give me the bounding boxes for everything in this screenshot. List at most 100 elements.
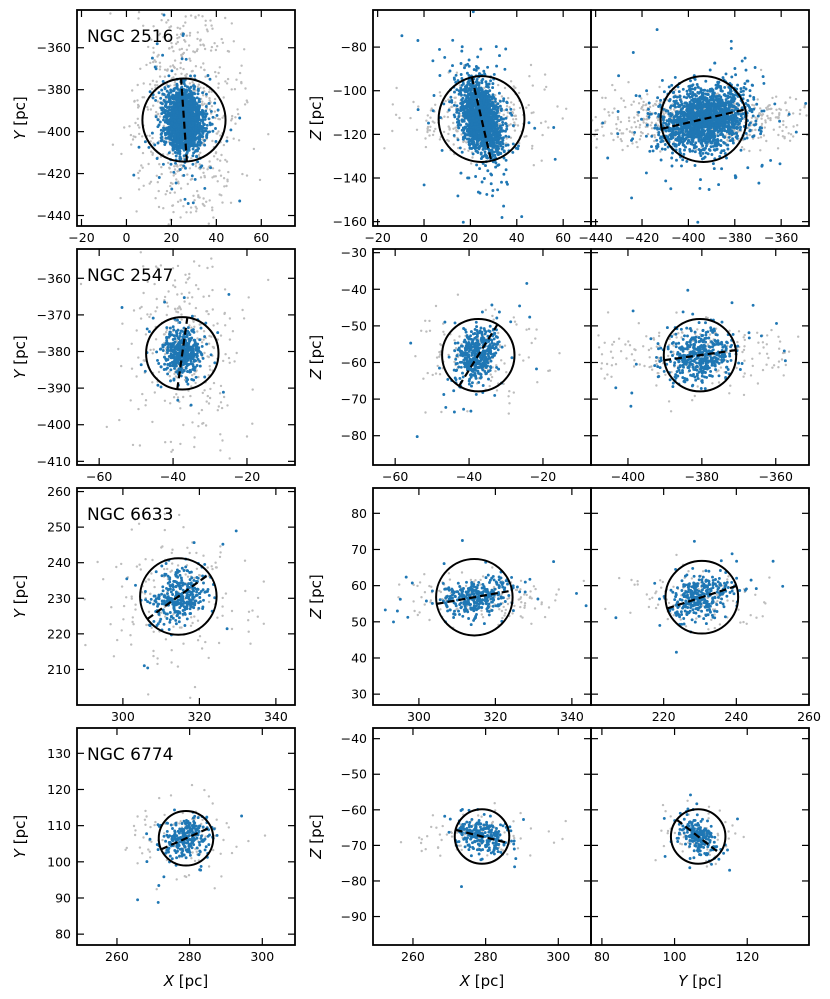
member-point <box>482 242 485 245</box>
nonmember-point <box>633 116 636 119</box>
nonmember-point <box>757 136 760 140</box>
member-point <box>490 112 494 116</box>
nonmember-point <box>149 108 153 111</box>
member-point <box>481 117 485 120</box>
member-point <box>459 86 463 90</box>
nonmember-point <box>194 162 198 165</box>
nonmember-point <box>607 111 610 114</box>
nonmember-point <box>133 100 136 103</box>
member-point <box>527 121 531 125</box>
member-point <box>517 144 520 148</box>
nonmember-point <box>653 136 657 139</box>
member-point <box>466 133 470 137</box>
nonmember-point <box>514 114 517 118</box>
nonmember-point <box>150 257 152 259</box>
nonmember-point <box>621 148 624 152</box>
nonmember-point <box>759 149 762 152</box>
nonmember-point <box>543 88 546 91</box>
y-axis-label: Y [pc] <box>11 96 29 139</box>
nonmember-point <box>218 66 221 69</box>
member-point <box>158 120 162 124</box>
member-point <box>476 66 480 70</box>
nonmember-point <box>613 88 617 92</box>
nonmember-point <box>194 205 197 208</box>
nonmember-point <box>175 33 179 36</box>
nonmember-point <box>156 84 159 87</box>
nonmember-point <box>188 266 190 268</box>
nonmember-point <box>203 102 206 106</box>
member-point <box>188 101 192 105</box>
member-point <box>166 136 170 140</box>
x-tick-label: 0 <box>420 230 428 245</box>
nonmember-point <box>197 194 200 197</box>
nonmember-point <box>610 132 613 135</box>
member-point <box>471 116 475 120</box>
member-point <box>501 120 505 124</box>
member-point <box>465 71 469 75</box>
member-point <box>192 84 196 88</box>
member-point <box>165 127 169 131</box>
nonmember-point <box>518 106 522 110</box>
nonmember-point <box>191 81 194 84</box>
nonmember-point <box>136 124 140 127</box>
member-point <box>166 111 170 115</box>
member-point <box>457 111 461 115</box>
member-point <box>203 139 207 142</box>
member-point <box>193 116 197 120</box>
nonmember-point <box>203 174 206 178</box>
member-point <box>476 146 479 150</box>
nonmember-point <box>148 36 151 40</box>
nonmember-point <box>182 67 185 71</box>
nonmember-point <box>512 85 515 88</box>
nonmember-point <box>506 111 510 114</box>
member-point <box>458 146 462 150</box>
member-point <box>479 157 483 161</box>
nonmember-point <box>561 117 564 120</box>
member-point <box>197 110 200 114</box>
nonmember-point <box>783 137 786 140</box>
member-point <box>170 130 174 134</box>
member-point <box>464 63 468 67</box>
nonmember-point <box>178 48 181 51</box>
nonmember-point <box>163 68 167 72</box>
member-point <box>196 106 200 110</box>
nonmember-point <box>207 222 210 225</box>
member-point <box>481 131 485 135</box>
member-point <box>460 49 464 53</box>
member-point <box>209 166 213 170</box>
member-point <box>460 83 464 87</box>
nonmember-point <box>198 163 201 166</box>
member-point <box>466 127 470 131</box>
nonmember-point <box>391 129 394 133</box>
member-point <box>487 99 491 103</box>
nonmember-point <box>208 99 211 102</box>
member-point <box>175 129 179 133</box>
member-point <box>475 163 479 167</box>
member-point <box>465 86 469 90</box>
nonmember-point <box>194 165 198 168</box>
member-point <box>468 99 472 102</box>
member-point <box>450 100 454 104</box>
member-point <box>491 122 495 126</box>
nonmember-point <box>119 196 122 200</box>
member-point <box>463 115 467 119</box>
member-point <box>473 123 477 126</box>
member-point <box>447 108 451 112</box>
nonmember-point <box>465 141 468 144</box>
nonmember-point <box>516 124 520 127</box>
member-point <box>190 174 194 178</box>
nonmember-point <box>775 95 778 98</box>
nonmember-point <box>147 45 150 49</box>
nonmember-point <box>785 126 788 129</box>
nonmember-point <box>172 210 175 214</box>
nonmember-point <box>169 184 172 188</box>
member-point <box>474 68 478 72</box>
member-point <box>499 109 503 112</box>
nonmember-point <box>222 177 226 180</box>
x-tick-label: 20 <box>163 230 179 245</box>
member-point <box>171 147 175 151</box>
member-point <box>182 173 186 177</box>
member-point <box>194 118 197 122</box>
nonmember-point <box>199 176 203 179</box>
member-point <box>494 45 498 49</box>
